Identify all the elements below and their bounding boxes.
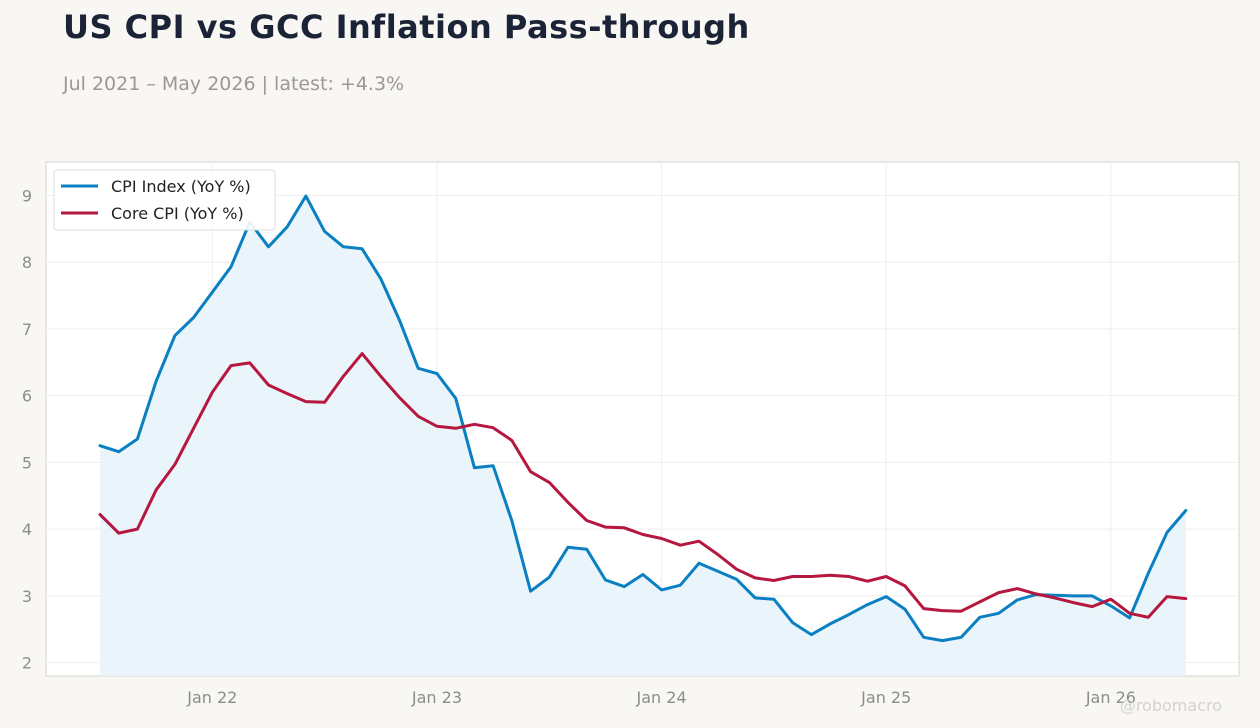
- x-tick-label: Jan 23: [411, 688, 462, 707]
- y-tick-label: 5: [22, 453, 32, 472]
- watermark: @robomacro: [1119, 696, 1222, 715]
- legend: CPI Index (YoY %) Core CPI (YoY %): [53, 169, 276, 231]
- x-tick-label: Jan 25: [860, 688, 911, 707]
- x-axis: Jan 22 Jan 23 Jan 24 Jan 25 Jan 26: [186, 688, 1136, 707]
- chart-subtitle: Jul 2021 – May 2026 | latest: +4.3%: [63, 73, 405, 95]
- core-series-line: [98, 352, 1188, 619]
- y-tick-label: 4: [22, 520, 32, 539]
- x-tick-label: Jan 26: [1085, 688, 1136, 707]
- legend-box: [53, 169, 276, 231]
- x-tick-label: Jan 24: [636, 688, 687, 707]
- y-tick-label: 8: [22, 253, 32, 272]
- y-tick-label: 9: [22, 186, 32, 205]
- x-tick-label: Jan 22: [186, 688, 237, 707]
- y-tick-label: 3: [22, 587, 32, 606]
- y-tick-label: 7: [22, 320, 32, 339]
- y-tick-label: 2: [22, 654, 32, 673]
- cpi-area: [100, 196, 1186, 676]
- cpi-series-line: [98, 194, 1188, 643]
- legend-label-cpi: CPI Index (YoY %): [111, 177, 251, 196]
- legend-label-core: Core CPI (YoY %): [111, 204, 244, 223]
- series-lines: [98, 194, 1188, 643]
- cpi-area-fill: [100, 196, 1186, 676]
- chart-title: US CPI vs GCC Inflation Pass-through: [63, 8, 750, 46]
- y-axis: 2 3 4 5 6 7 8 9: [22, 186, 32, 672]
- y-tick-label: 6: [22, 387, 32, 406]
